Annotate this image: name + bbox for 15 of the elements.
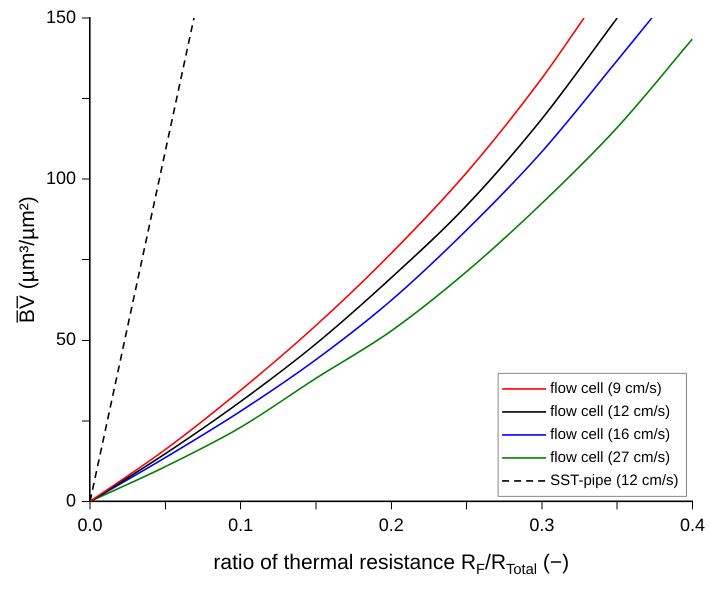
legend-label: flow cell (27 cm/s) [550,449,670,466]
x-tick-label: 0.0 [78,515,103,536]
y-tick-label: 100 [46,168,76,188]
y-tick-label: 50 [56,329,76,350]
legend-label: flow cell (16 cm/s) [550,426,670,444]
x-tick-label: 0.1 [228,515,254,536]
legend-label: SST-pipe (12 cm/s) [550,472,678,490]
legend-label: flow cell (9 cm/s) [550,380,662,398]
y-tick-label: 0 [66,490,76,510]
y-axis-title: B̅V̅ (µm³/µm²) [16,196,39,324]
x-tick-label: 0.4 [680,515,706,536]
legend-label: flow cell (12 cm/s) [550,403,670,420]
y-tick-label: 150 [46,6,76,27]
x-tick-label: 0.3 [529,515,554,536]
x-tick-label: 0.2 [378,515,404,536]
